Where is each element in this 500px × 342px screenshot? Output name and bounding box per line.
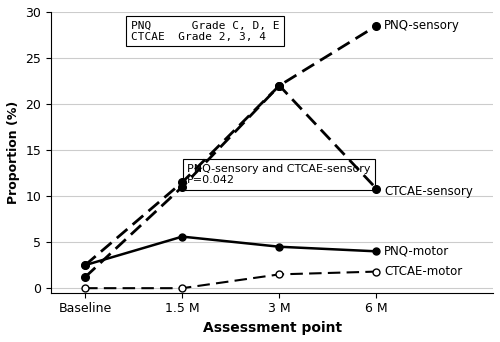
Text: CTCAE-motor: CTCAE-motor [384,265,462,278]
X-axis label: Assessment point: Assessment point [202,321,342,335]
Y-axis label: Proportion (%): Proportion (%) [7,101,20,204]
Text: PNQ      Grade C, D, E
CTCAE  Grade 2, 3, 4: PNQ Grade C, D, E CTCAE Grade 2, 3, 4 [130,21,279,42]
Text: CTCAE-sensory: CTCAE-sensory [384,185,473,198]
Text: PNQ-motor: PNQ-motor [384,245,450,258]
Text: PNQ-sensory and CTCAE-sensory
P=0.042: PNQ-sensory and CTCAE-sensory P=0.042 [187,164,370,185]
Text: PNQ-sensory: PNQ-sensory [384,19,460,32]
